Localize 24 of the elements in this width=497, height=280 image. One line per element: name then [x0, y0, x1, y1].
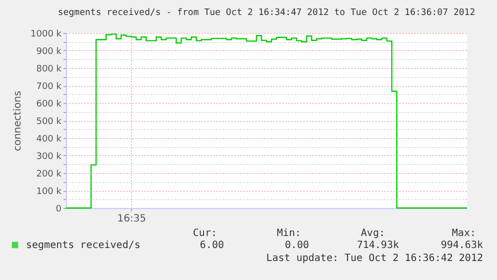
- y-tick-label: 1000 k: [30, 30, 62, 40]
- y-tick-label: 900 k: [36, 47, 62, 57]
- y-tick-label: 100 k: [36, 187, 62, 197]
- y-tick-label: 300 k: [36, 152, 62, 162]
- text: 6.00: [200, 240, 224, 251]
- text: Min:: [276, 228, 301, 239]
- legend-label: segments received/s: [26, 240, 140, 251]
- y-tick-label: 500 k: [36, 117, 62, 127]
- text: Last update: Tue Oct 2 16:36:42 2012: [266, 253, 483, 264]
- x-tick-label: 16:35: [117, 214, 146, 224]
- text: Avg:: [360, 228, 385, 239]
- y-tick-label: 200 k: [36, 170, 62, 180]
- text: 994.63k: [440, 240, 483, 251]
- y-axis-title: connections: [12, 90, 24, 152]
- y-tick-label: 800 k: [36, 64, 62, 74]
- text: 714.93k: [356, 240, 399, 251]
- text: 0.00: [284, 240, 309, 251]
- chart-title: segments received/s - from Tue Oct 2 16:34:47 2012 to Tue Oct 2 16:36:07 2012: [58, 8, 476, 18]
- text: Cur:: [192, 228, 217, 239]
- y-tick-label: 700 k: [36, 82, 62, 92]
- y-tick-label: 400 k: [36, 134, 62, 144]
- y-tick-label: 600 k: [36, 100, 62, 110]
- y-tick-label: 0: [56, 204, 62, 214]
- text: Max:: [452, 228, 476, 239]
